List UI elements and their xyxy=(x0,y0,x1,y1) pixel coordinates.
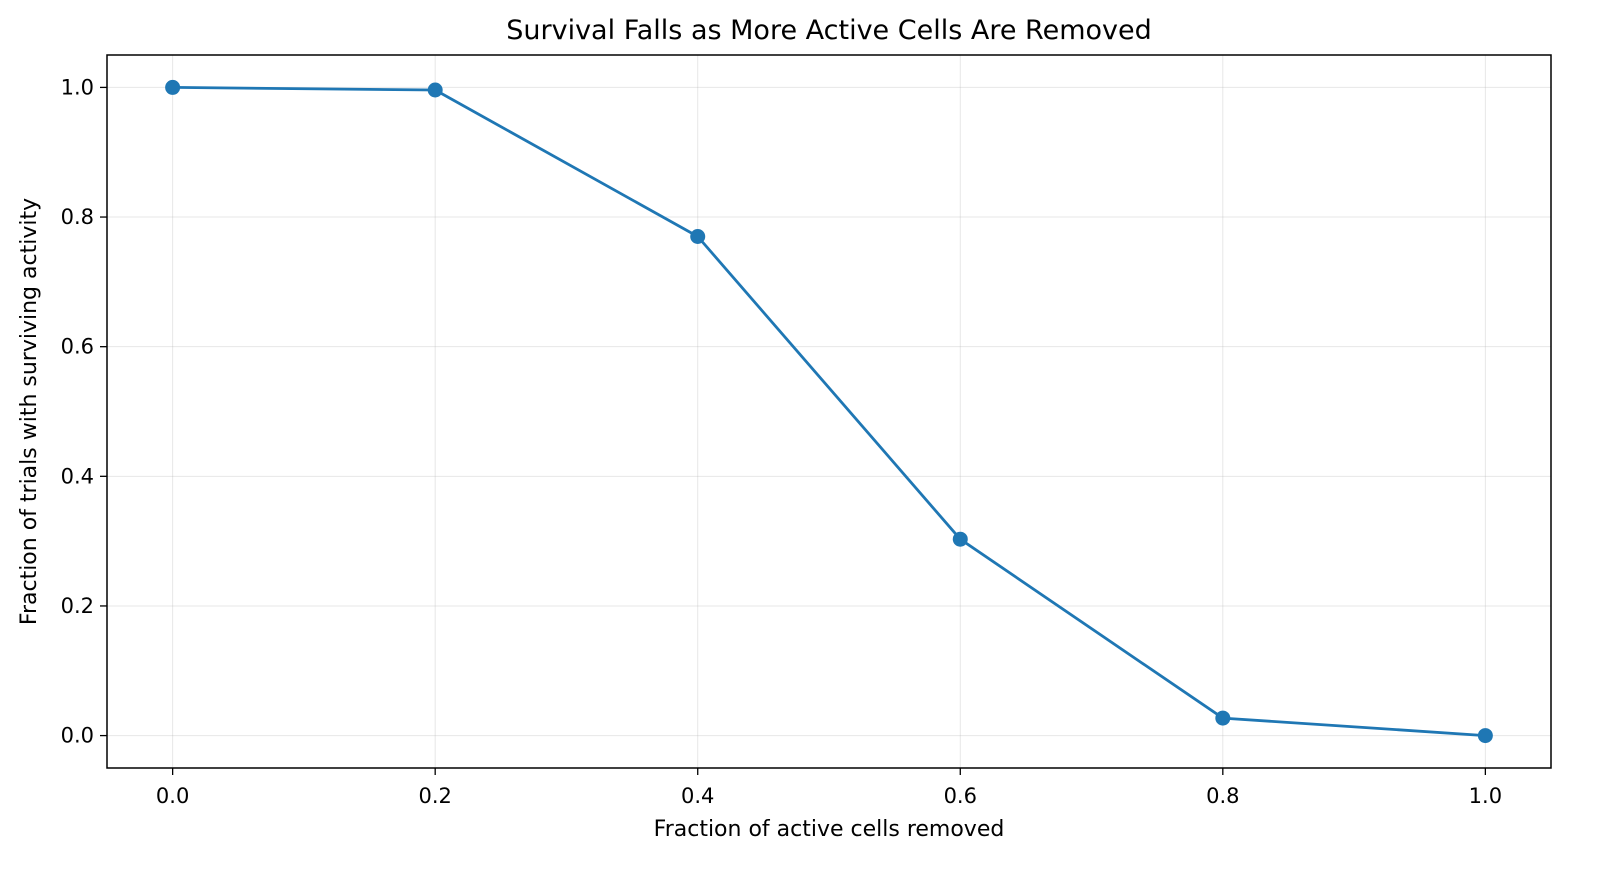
series-line xyxy=(172,86,1486,737)
y-tick-label: 0.0 xyxy=(61,724,94,748)
data-point xyxy=(952,531,968,547)
x-axis-label: Fraction of active cells removed xyxy=(654,817,1005,842)
x-tick-label: 0.2 xyxy=(418,784,451,808)
y-axis-label: Fraction of trials with surviving activi… xyxy=(17,198,42,625)
series-layer xyxy=(165,79,1493,744)
data-point xyxy=(165,79,181,95)
x-tick-label: 0.6 xyxy=(944,784,977,808)
grid-lines xyxy=(107,55,1551,768)
y-tick-label: 1.0 xyxy=(61,75,94,99)
y-tick-label: 0.2 xyxy=(61,594,94,618)
data-point xyxy=(1215,710,1231,726)
x-tick-label: 1.0 xyxy=(1469,784,1502,808)
axis-ticks: 0.0 0.2 0.4 0.6 0.8 1.0 0.0 0.2 0.4 0.6 0.8 1.0 xyxy=(61,75,1502,808)
x-tick-label: 0.0 xyxy=(156,784,189,808)
data-point xyxy=(1477,728,1493,744)
y-tick-label: 0.6 xyxy=(61,335,94,359)
plot-frame xyxy=(106,54,1552,769)
x-tick-label: 0.4 xyxy=(681,784,714,808)
y-tick-label: 0.4 xyxy=(61,464,94,488)
data-point xyxy=(690,228,706,244)
data-point xyxy=(427,82,443,98)
x-tick-label: 0.8 xyxy=(1206,784,1239,808)
y-tick-label: 0.8 xyxy=(61,205,94,229)
chart-title: Survival Falls as More Active Cells Are … xyxy=(506,15,1152,46)
